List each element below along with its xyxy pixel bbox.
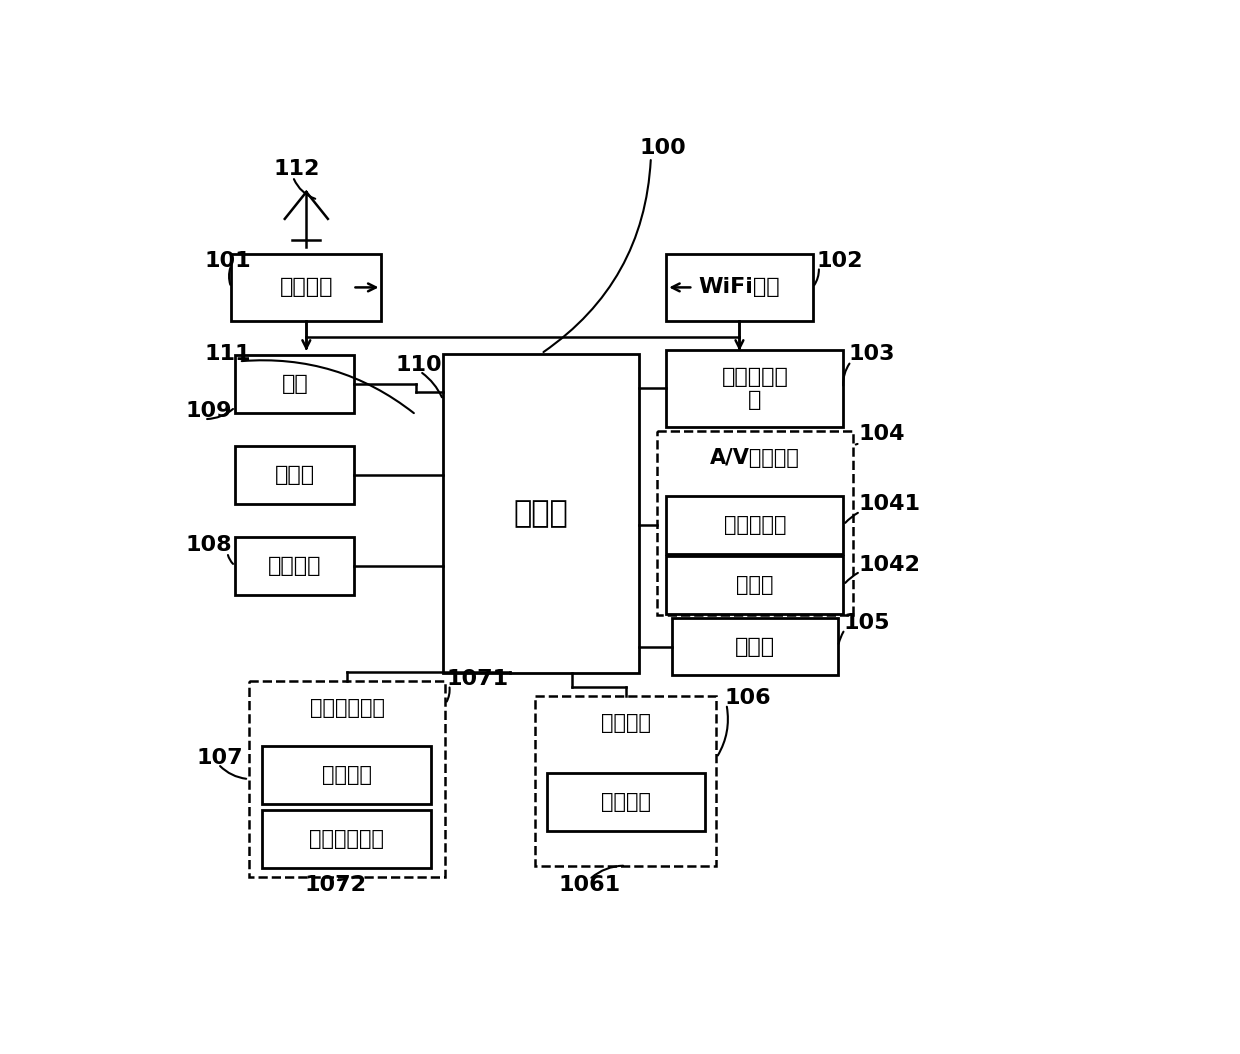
Bar <box>672 618 838 676</box>
Text: 射频单元: 射频单元 <box>279 277 334 297</box>
Text: 麦克风: 麦克风 <box>737 575 774 596</box>
Text: 传感器: 传感器 <box>735 637 775 657</box>
Bar <box>547 774 704 831</box>
Text: 109: 109 <box>185 402 232 422</box>
Text: WiFi模块: WiFi模块 <box>698 277 780 297</box>
Bar <box>666 350 843 427</box>
Bar <box>236 536 355 594</box>
Text: 112: 112 <box>274 159 320 179</box>
Text: 101: 101 <box>205 251 250 271</box>
Bar <box>666 496 843 553</box>
Bar <box>443 354 640 674</box>
Text: 电源: 电源 <box>281 374 309 394</box>
Bar <box>536 697 717 865</box>
Text: 接口单元: 接口单元 <box>268 555 321 575</box>
Bar <box>262 746 432 804</box>
Text: 107: 107 <box>197 748 243 768</box>
Text: 105: 105 <box>843 613 890 633</box>
Text: 1072: 1072 <box>304 875 366 895</box>
Text: 106: 106 <box>724 688 771 708</box>
Bar <box>666 254 812 321</box>
Text: 1041: 1041 <box>859 493 921 513</box>
Text: 108: 108 <box>185 534 232 554</box>
Text: 图形处理器: 图形处理器 <box>724 515 786 535</box>
Text: 显示单元: 显示单元 <box>601 714 651 734</box>
Text: 触控面板: 触控面板 <box>321 765 372 785</box>
Text: 110: 110 <box>396 355 441 375</box>
Bar <box>262 811 432 868</box>
Bar <box>249 681 445 877</box>
Bar <box>236 355 355 413</box>
Bar <box>657 431 853 616</box>
Text: 音频输出单
元: 音频输出单 元 <box>722 367 789 410</box>
Text: A/V输入单元: A/V输入单元 <box>711 448 800 468</box>
Text: 1042: 1042 <box>859 555 920 575</box>
Text: 100: 100 <box>640 138 686 158</box>
Text: 104: 104 <box>859 425 905 445</box>
Text: 111: 111 <box>205 344 250 364</box>
Text: 1061: 1061 <box>558 875 620 895</box>
Bar <box>236 446 355 504</box>
Text: 1071: 1071 <box>446 669 508 689</box>
Text: 其他输入设备: 其他输入设备 <box>309 829 384 850</box>
Text: 102: 102 <box>816 251 863 271</box>
Text: 103: 103 <box>849 344 895 364</box>
Text: 用户输入单元: 用户输入单元 <box>310 698 384 718</box>
Text: 处理器: 处理器 <box>513 499 569 528</box>
Text: 存储器: 存储器 <box>275 465 315 485</box>
Bar <box>231 254 382 321</box>
Bar <box>666 557 843 613</box>
Text: 显示面板: 显示面板 <box>601 793 651 813</box>
